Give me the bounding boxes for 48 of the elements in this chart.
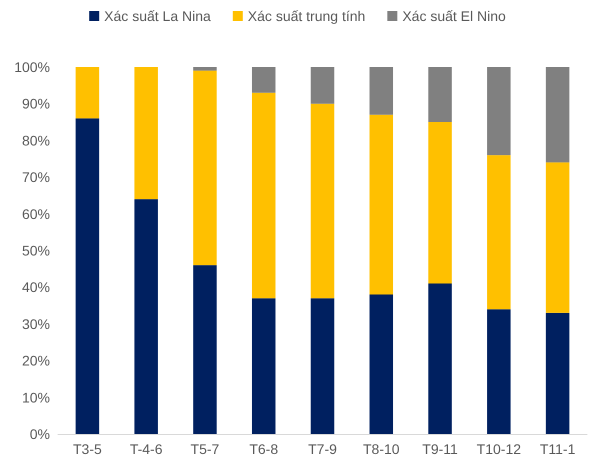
y-tick-label: 20% — [22, 352, 50, 369]
bar — [370, 114, 394, 295]
bar — [487, 309, 511, 434]
bar — [134, 67, 158, 200]
legend-label: Xác suất El Nino — [402, 8, 506, 24]
bar — [193, 67, 217, 71]
x-tick-label: T9-11 — [422, 441, 458, 457]
x-tick-label: T-4-6 — [130, 441, 163, 457]
bar — [310, 67, 334, 104]
y-tick-label: 90% — [22, 96, 50, 112]
bar — [546, 312, 570, 434]
bar — [252, 67, 276, 93]
bar — [370, 67, 394, 115]
bar — [193, 265, 217, 434]
x-tick-label: T6-8 — [249, 441, 278, 457]
x-tick-label: T7-9 — [308, 441, 338, 457]
bar — [193, 70, 217, 266]
bar — [252, 298, 276, 434]
bar — [428, 284, 452, 434]
bar — [487, 67, 511, 156]
y-tick-label: 80% — [22, 132, 50, 148]
bar — [487, 155, 511, 310]
x-tick-label: T11-1 — [540, 441, 576, 457]
y-tick-label: 60% — [22, 206, 50, 222]
bar — [546, 162, 570, 313]
bar — [428, 67, 452, 122]
bar — [546, 67, 570, 162]
bar — [134, 199, 158, 434]
y-tick-label: 0% — [30, 426, 50, 442]
legend-label: Xác suất trung tính — [248, 8, 366, 24]
y-tick-label: 30% — [22, 316, 50, 332]
y-tick-label: 50% — [22, 242, 50, 258]
x-tick-label: T3-5 — [72, 441, 102, 457]
bar — [76, 67, 100, 118]
y-tick-label: 10% — [22, 389, 50, 406]
y-tick-label: 70% — [22, 169, 50, 186]
y-tick-label: 40% — [22, 279, 50, 296]
y-tick-label: 100% — [14, 59, 50, 75]
bar — [310, 298, 334, 434]
x-tick-label: T5-7 — [190, 441, 220, 457]
bar — [370, 294, 394, 434]
x-tick-label: T10-12 — [476, 441, 522, 457]
bar — [428, 122, 452, 284]
bar — [76, 118, 100, 434]
bar — [252, 92, 276, 298]
bar — [310, 104, 334, 298]
legend-label: Xác suất La Nina — [104, 8, 212, 24]
x-tick-label: T8-10 — [362, 441, 400, 457]
